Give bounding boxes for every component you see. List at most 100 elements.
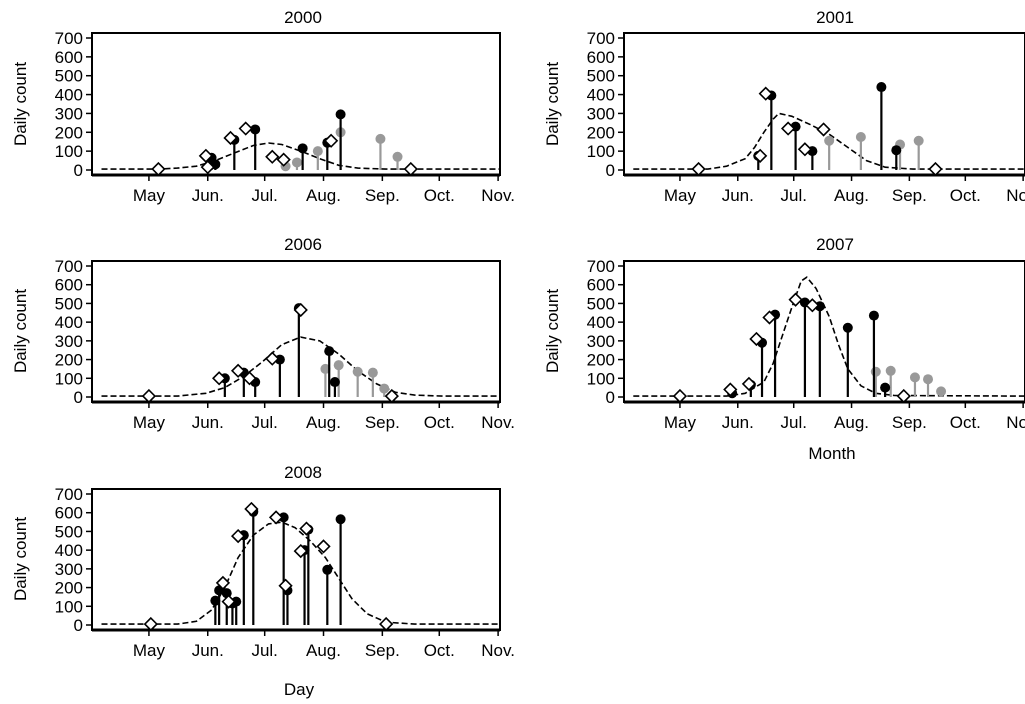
y-tick-label: 100	[587, 142, 615, 161]
diamond-point	[316, 539, 331, 554]
x-tick-label: Nov.	[481, 641, 515, 660]
gray-point	[923, 374, 934, 385]
y-tick-label: 300	[587, 332, 615, 351]
diamond-point	[928, 161, 943, 177]
y-tick-label: 100	[55, 369, 83, 388]
black-point	[868, 310, 879, 321]
diamond-point	[230, 528, 246, 544]
x-tick-label: Sep.	[365, 641, 400, 660]
diamond-point	[780, 121, 796, 136]
diamond-point	[805, 298, 820, 313]
diamond-point	[278, 578, 293, 593]
black-point	[322, 564, 333, 575]
x-tick-label: Jun.	[192, 186, 224, 205]
diamond-point	[723, 382, 738, 397]
y-tick-label: 0	[74, 616, 83, 635]
fitted-curve	[101, 142, 500, 170]
panel-title: 2001	[816, 8, 854, 27]
y-tick-label: 0	[606, 161, 615, 180]
y-axis-label: Daily count	[543, 62, 562, 146]
black-point	[250, 124, 261, 135]
gray-point	[379, 383, 390, 394]
diamond-point	[379, 616, 394, 632]
black-point	[891, 145, 902, 156]
x-tick-labels: May Jun. Jul. Aug. Sep. Oct. Nov.	[664, 413, 1025, 432]
y-tick-label: 100	[587, 369, 615, 388]
x-tick-label: May	[664, 413, 697, 432]
y-tick-label: 400	[55, 86, 83, 105]
black-point	[842, 322, 853, 333]
diamond-point	[141, 388, 157, 404]
y-tick-label: 700	[587, 29, 615, 48]
diamond-point	[384, 388, 399, 404]
diamond-point	[753, 148, 768, 163]
diamond-point	[797, 142, 813, 157]
diamond-point	[896, 388, 911, 404]
y-tick-label: 0	[606, 388, 615, 407]
x-tick-label: Nov.	[481, 413, 515, 432]
fitted-curve	[101, 336, 500, 397]
gray-point	[870, 366, 881, 377]
black-point	[210, 595, 221, 606]
diamond-point	[672, 388, 688, 404]
y-axis-label: Daily count	[11, 62, 30, 146]
diamond-point	[293, 302, 308, 318]
gray-point	[352, 366, 363, 377]
y-tick-label: 400	[55, 541, 83, 560]
gray-point	[885, 365, 896, 376]
gray-point	[913, 135, 924, 146]
y-axis-label: Daily count	[543, 289, 562, 373]
x-tick-labels: May Jun. Jul. Aug. Sep. Oct. Nov.	[133, 413, 515, 432]
y-tick-label: 600	[587, 276, 615, 295]
plot-frame	[91, 32, 501, 176]
y-tick-label: 600	[55, 276, 83, 295]
diamond-point	[276, 152, 291, 167]
diamond-point	[749, 331, 764, 347]
y-tick-label: 400	[55, 313, 83, 332]
gray-point	[375, 133, 386, 144]
x-tick-label: Oct.	[424, 186, 455, 205]
plot-frame	[91, 260, 501, 403]
y-tick-label: 700	[587, 257, 615, 276]
y-tick-label: 0	[74, 388, 83, 407]
black-point	[297, 143, 308, 154]
y-tick-label: 300	[55, 332, 83, 351]
diamond-point	[221, 594, 236, 609]
y-tick-label: 200	[55, 351, 83, 370]
gray-point	[392, 151, 403, 162]
x-tick-labels: May Jun. Jul. Aug. Sep. Oct. Nov.	[664, 186, 1025, 205]
x-tick-label: Oct.	[950, 413, 981, 432]
plot-frame	[91, 488, 501, 631]
y-tick-label: 700	[55, 485, 83, 504]
x-tick-labels: May Jun. Jul. Aug. Sep. Oct. Nov.	[133, 186, 515, 205]
y-tick-label: 100	[55, 597, 83, 616]
diamond-point	[299, 521, 314, 536]
y-tick-label: 700	[55, 29, 83, 48]
diamond-point	[212, 371, 227, 386]
x-tick-label: Nov.	[1006, 186, 1025, 205]
panel-2008: 2008 Daily count Day 0 100 200 300 400 5…	[11, 463, 515, 699]
black-point	[876, 82, 887, 93]
panel-2000: 2000 Daily count 0 100 200 300 400 500 6…	[11, 8, 515, 205]
panel-2006: 2006 Daily count 0 100 200 300 400 500 6…	[11, 235, 515, 432]
x-tick-label: Oct.	[950, 186, 981, 205]
y-axis-label: Daily count	[11, 289, 30, 373]
x-tick-label: May	[133, 186, 166, 205]
gray-point	[320, 363, 331, 374]
diamond-point	[758, 86, 773, 101]
y-tick-label: 600	[587, 48, 615, 67]
y-tick-label: 400	[587, 86, 615, 105]
diamond-point	[323, 133, 339, 148]
black-point	[231, 596, 242, 607]
diamond-point	[268, 510, 284, 525]
x-tick-label: May	[133, 413, 166, 432]
diamond-point	[403, 161, 418, 177]
x-tick-label: Sep.	[892, 186, 927, 205]
diamond-point	[198, 148, 213, 163]
x-tick-label: Jun.	[722, 413, 754, 432]
x-tick-label: May	[664, 186, 697, 205]
y-tick-label: 500	[587, 294, 615, 313]
gray-point	[333, 360, 344, 371]
y-tick-labels: 0 100 200 300 400 500 600 700	[55, 485, 83, 635]
x-tick-label: Nov.	[1006, 413, 1025, 432]
